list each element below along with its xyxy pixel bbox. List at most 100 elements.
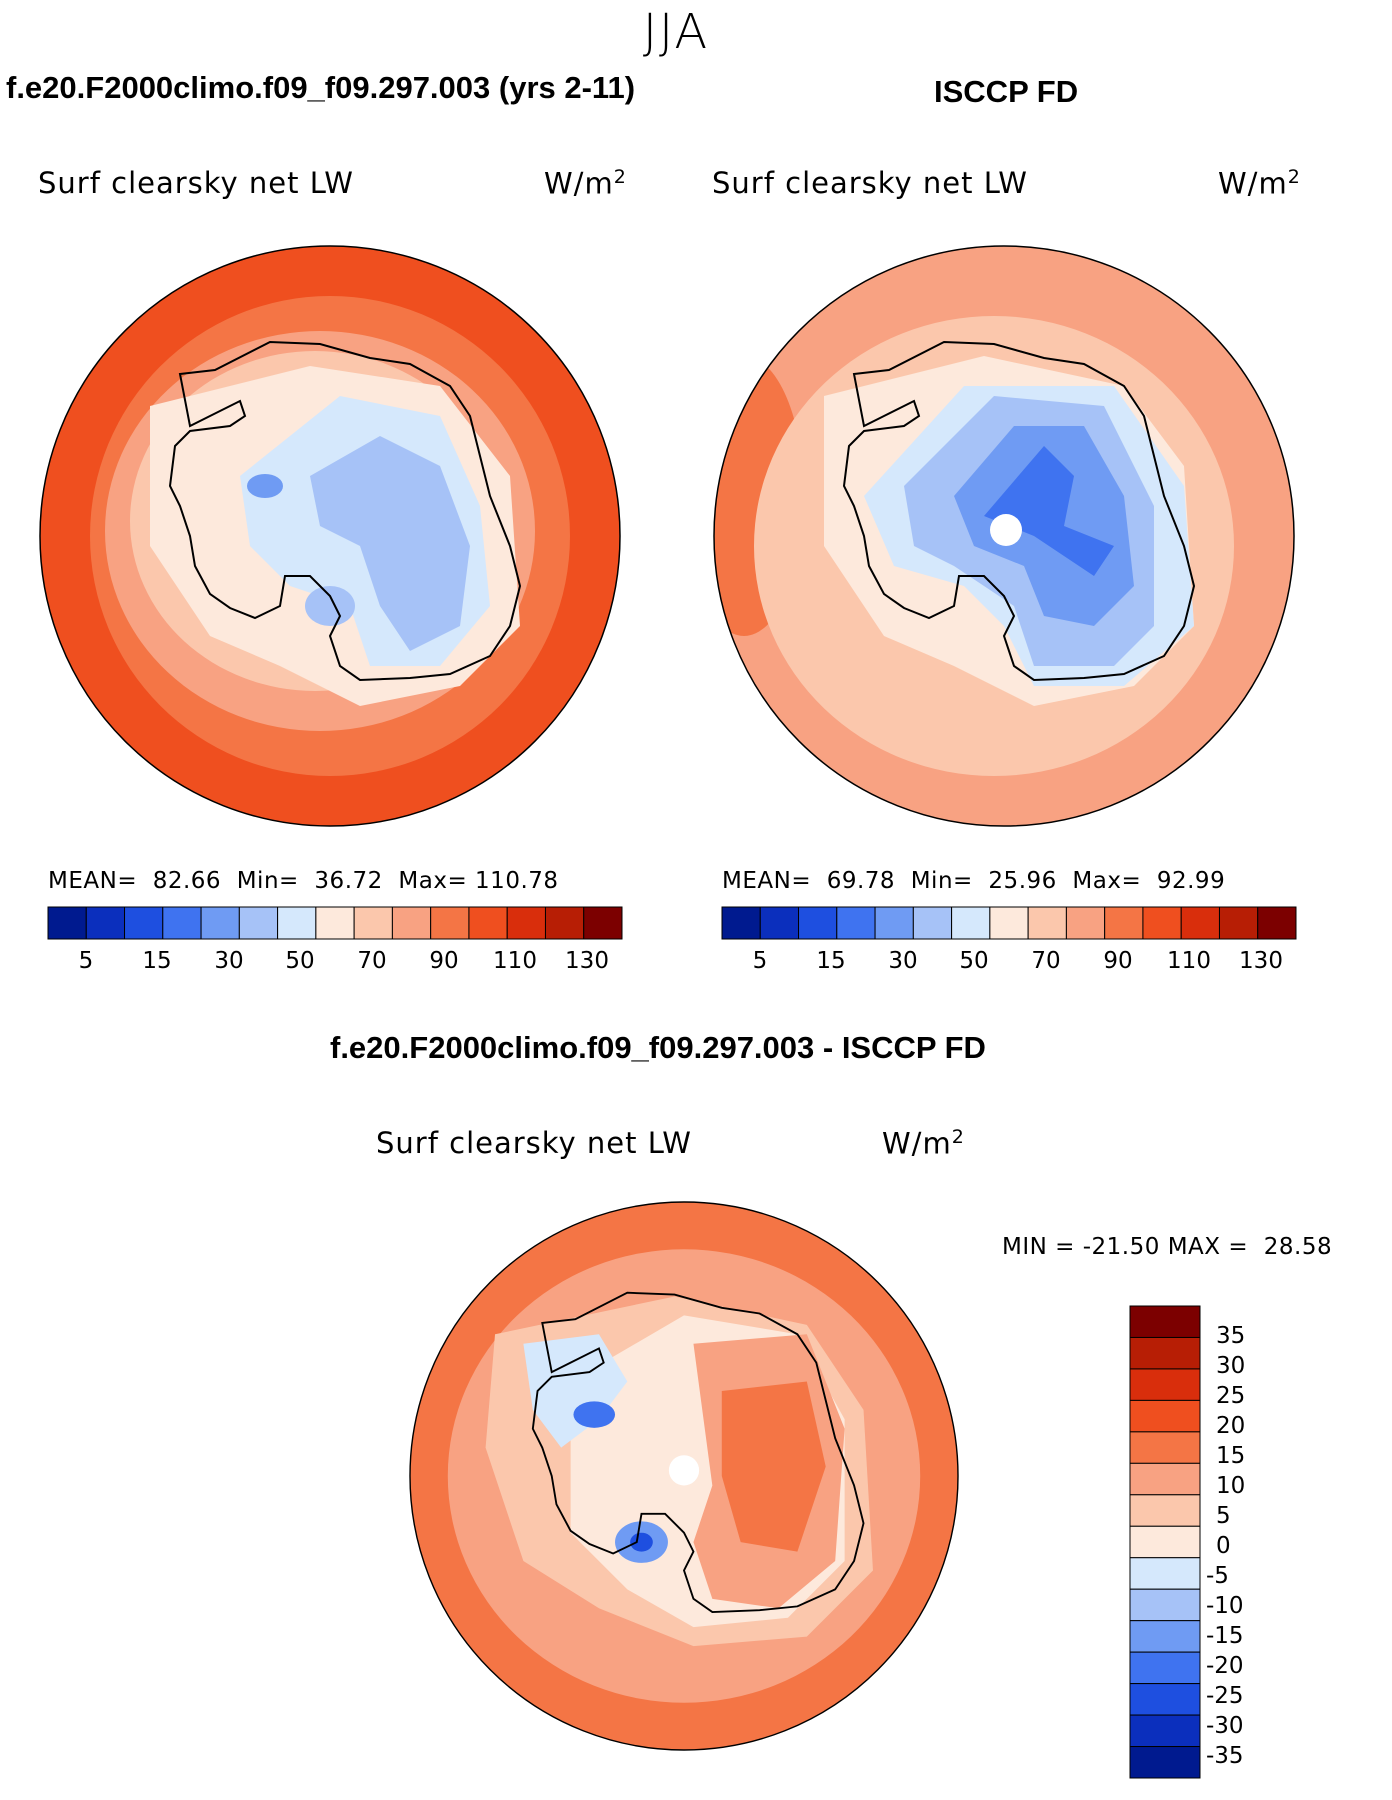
obs-cb-tick: 5 xyxy=(752,948,768,974)
colorbar-swatch xyxy=(85,906,126,940)
colorbar-swatch xyxy=(1129,1620,1201,1653)
colorbar-swatch xyxy=(353,906,393,940)
diff-cb-tick: -15 xyxy=(1206,1623,1244,1649)
colorbar-swatch xyxy=(1257,906,1297,940)
obs-polar-map xyxy=(713,245,1295,827)
obs-colorbar xyxy=(721,906,1297,940)
model-field-weddell xyxy=(305,586,355,626)
colorbar-swatch xyxy=(1129,1746,1201,1779)
model-cb-tick: 50 xyxy=(285,948,315,974)
model-antarctic-coastline xyxy=(168,340,522,682)
model-cb-tick: 130 xyxy=(565,948,609,974)
model-unit-label: W/m2 xyxy=(544,166,627,201)
colorbar-swatch xyxy=(721,906,761,940)
colorbar-swatch xyxy=(1129,1714,1201,1748)
colorbar-swatch xyxy=(506,906,546,940)
model-stats: MEAN= 82.66 Min= 36.72 Max= 110.78 xyxy=(48,868,559,894)
model-field-ross xyxy=(247,474,283,498)
colorbar-swatch xyxy=(162,906,202,940)
colorbar-swatch xyxy=(1129,1431,1201,1464)
obs-cb-tick: 30 xyxy=(888,948,918,974)
colorbar-swatch xyxy=(1129,1557,1201,1590)
obs-cb-tick: 15 xyxy=(816,948,846,974)
model-map-border xyxy=(39,245,621,827)
colorbar-swatch xyxy=(1129,1525,1201,1559)
colorbar-swatch xyxy=(315,906,355,940)
colorbar-swatch xyxy=(1129,1494,1201,1527)
model-cb-tick: 30 xyxy=(214,948,244,974)
model-cb-tick: 110 xyxy=(493,948,537,974)
model-variable-label: Surf clearsky net LW xyxy=(38,166,354,200)
colorbar-swatch xyxy=(1129,1305,1201,1338)
colorbar-swatch xyxy=(874,906,914,940)
colorbar-swatch xyxy=(836,906,876,940)
obs-field-core xyxy=(984,446,1114,576)
diff-cb-tick: 10 xyxy=(1216,1473,1246,1499)
colorbar-swatch xyxy=(1065,906,1106,940)
obs-pole-hole xyxy=(990,514,1022,546)
colorbar-swatch xyxy=(391,906,432,940)
season-title: JJA xyxy=(642,4,710,60)
diff-stats: MIN = -21.50 MAX = 28.58 xyxy=(1002,1234,1333,1260)
obs-cb-tick: 70 xyxy=(1031,948,1061,974)
obs-panel-title: ISCCP FD xyxy=(934,74,1079,109)
colorbar-swatch xyxy=(989,906,1029,940)
model-cb-tick: 70 xyxy=(357,948,387,974)
model-panel-title: f.e20.F2000climo.f09_f09.297.003 (yrs 2-… xyxy=(6,70,636,105)
diff-cb-tick: -25 xyxy=(1206,1683,1244,1709)
model-field-plateau xyxy=(310,436,470,651)
model-polar-map xyxy=(39,245,621,827)
diff-pole-hole xyxy=(668,1455,700,1486)
model-cb-tick: 15 xyxy=(142,948,172,974)
diff-cb-tick: 35 xyxy=(1216,1323,1246,1349)
colorbar-swatch xyxy=(1129,1368,1201,1401)
colorbar-swatch xyxy=(200,906,240,940)
colorbar-swatch xyxy=(1129,1399,1201,1433)
diff-cb-tick: -10 xyxy=(1206,1593,1244,1619)
colorbar-swatch xyxy=(1129,1462,1201,1496)
diff-cb-tick: 20 xyxy=(1216,1413,1246,1439)
obs-cb-tick: 50 xyxy=(959,948,989,974)
diff-field-ross xyxy=(573,1401,616,1428)
obs-cb-tick: 130 xyxy=(1239,948,1283,974)
model-cb-tick: 90 xyxy=(429,948,459,974)
model-colorbar xyxy=(47,906,623,940)
diff-map-border xyxy=(409,1201,959,1751)
colorbar-swatch xyxy=(124,906,164,940)
colorbar-swatch xyxy=(1142,906,1182,940)
colorbar-swatch xyxy=(430,906,470,940)
diff-cb-tick: -20 xyxy=(1206,1653,1244,1679)
diff-cb-tick: -5 xyxy=(1206,1563,1229,1589)
colorbar-swatch xyxy=(47,906,87,940)
diff-field-core-warm xyxy=(721,1381,826,1552)
colorbar-swatch xyxy=(238,906,279,940)
diff-variable-label: Surf clearsky net LW xyxy=(376,1126,692,1160)
diff-unit-label: W/m2 xyxy=(882,1126,965,1161)
obs-antarctic-coastline xyxy=(842,340,1196,682)
diff-polar-map xyxy=(409,1201,959,1751)
colorbar-swatch xyxy=(277,906,317,940)
diff-cb-tick: 5 xyxy=(1216,1503,1231,1529)
colorbar-swatch xyxy=(1129,1651,1201,1685)
colorbar-swatch xyxy=(1129,1588,1201,1622)
colorbar-swatch xyxy=(951,906,991,940)
diff-cb-tick: -35 xyxy=(1206,1743,1244,1769)
colorbar-swatch xyxy=(798,906,838,940)
obs-stats: MEAN= 69.78 Min= 25.96 Max= 92.99 xyxy=(722,868,1226,894)
diff-antarctic-coastline xyxy=(531,1291,865,1614)
diff-field-weddell-core xyxy=(630,1532,653,1552)
colorbar-swatch xyxy=(1104,906,1144,940)
obs-cb-tick: 90 xyxy=(1103,948,1133,974)
obs-unit-label: W/m2 xyxy=(1218,166,1301,201)
diff-cb-tick: 30 xyxy=(1216,1353,1246,1379)
obs-map-border xyxy=(713,245,1295,827)
obs-variable-label: Surf clearsky net LW xyxy=(712,166,1028,200)
diff-cb-tick: -30 xyxy=(1206,1713,1244,1739)
colorbar-swatch xyxy=(1180,906,1220,940)
colorbar-swatch xyxy=(1027,906,1067,940)
model-cb-tick: 5 xyxy=(78,948,94,974)
colorbar-swatch xyxy=(544,906,585,940)
colorbar-swatch xyxy=(759,906,800,940)
colorbar-swatch xyxy=(1218,906,1259,940)
diff-colorbar xyxy=(1129,1305,1201,1779)
